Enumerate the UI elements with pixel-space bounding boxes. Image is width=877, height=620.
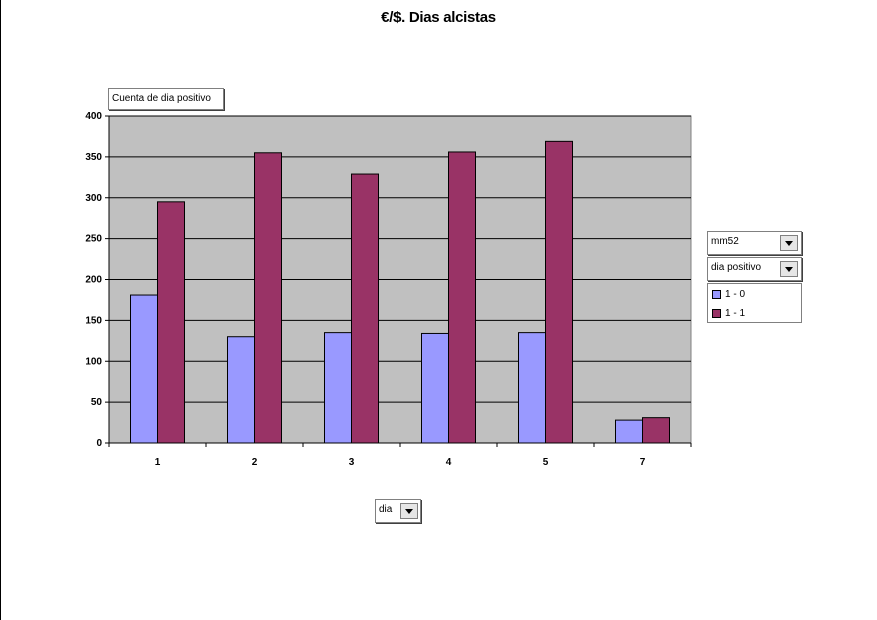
chevron-down-icon[interactable]	[400, 503, 418, 519]
y-tick-label: 400	[85, 111, 102, 122]
bar	[421, 332, 449, 444]
x-tick-label: 2	[252, 457, 258, 468]
series-field-label: dia positivo	[711, 262, 762, 273]
left-border-line	[0, 0, 1, 620]
x-tick-label: 3	[349, 457, 355, 468]
y-tick-label: 100	[85, 356, 102, 367]
bar	[545, 140, 573, 444]
y-tick-label: 350	[85, 152, 102, 163]
bar	[518, 332, 546, 444]
legend-label: 1 - 1	[725, 308, 746, 319]
y-tick-label: 200	[85, 275, 102, 286]
legend-label: 1 - 0	[725, 289, 746, 300]
legend-swatch	[712, 289, 721, 299]
bar	[615, 419, 643, 444]
y-tick-label: 300	[85, 193, 102, 204]
x-tick-label: 4	[446, 457, 452, 468]
legend-item: 1 - 0	[712, 289, 745, 301]
bar	[254, 152, 282, 444]
data-field-label: Cuenta de dia positivo	[112, 93, 211, 104]
chevron-down-icon[interactable]	[780, 235, 798, 251]
x-tick-label: 7	[640, 457, 646, 468]
page-field-label: mm52	[711, 236, 739, 247]
y-tick-label: 50	[91, 397, 103, 408]
y-tick-label: 250	[85, 234, 102, 245]
legend-item: 1 - 1	[712, 308, 745, 320]
bar	[157, 201, 185, 444]
series-field-dropdown[interactable]: dia positivo	[707, 257, 802, 281]
category-field-label: dia	[379, 504, 393, 515]
bar	[351, 173, 379, 444]
category-field-dropdown[interactable]: dia	[375, 499, 421, 523]
bar	[324, 332, 352, 444]
legend: 1 - 0 1 - 1	[707, 283, 802, 323]
bar	[130, 294, 158, 444]
page-field-dropdown[interactable]: mm52	[707, 231, 802, 255]
y-tick-label: 0	[96, 438, 102, 449]
y-tick-label: 150	[85, 315, 102, 326]
x-tick-label: 5	[543, 457, 549, 468]
bar	[227, 336, 255, 444]
bar	[642, 417, 670, 444]
chart-title: €/$. Dias alcistas	[381, 9, 496, 26]
data-field-button[interactable]: Cuenta de dia positivo	[108, 88, 224, 110]
legend-swatch	[712, 308, 721, 318]
chevron-down-icon[interactable]	[780, 261, 798, 277]
bar	[448, 151, 476, 444]
x-tick-label: 1	[155, 457, 161, 468]
